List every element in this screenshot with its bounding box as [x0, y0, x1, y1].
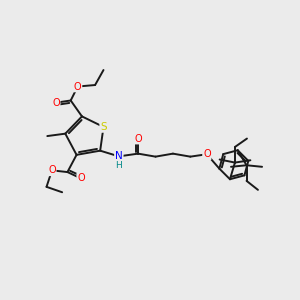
Text: O: O	[134, 134, 142, 144]
Text: H: H	[116, 161, 122, 170]
Text: S: S	[100, 122, 107, 132]
Text: O: O	[52, 98, 60, 108]
Text: O: O	[203, 149, 211, 159]
Text: O: O	[48, 165, 56, 175]
Text: O: O	[77, 173, 85, 183]
Text: N: N	[115, 152, 123, 161]
Text: O: O	[74, 82, 82, 92]
